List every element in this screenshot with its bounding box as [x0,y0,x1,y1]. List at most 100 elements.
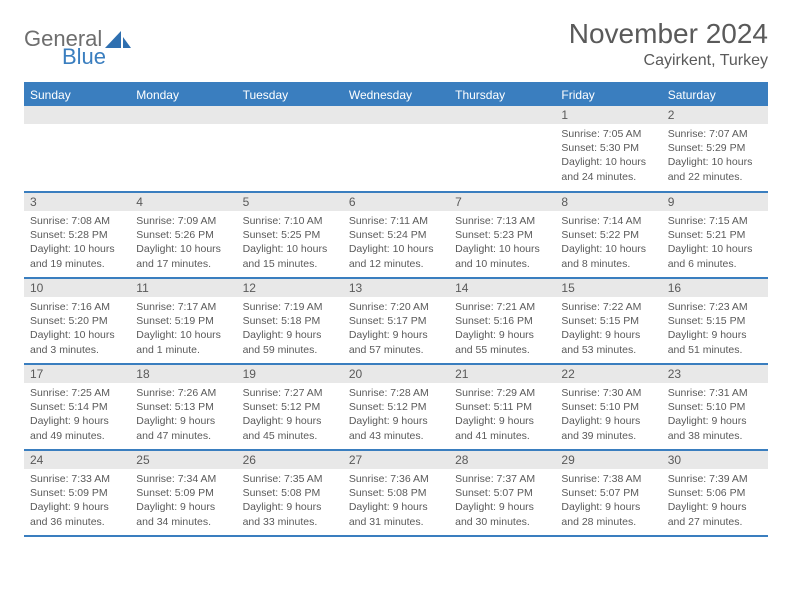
day-number: 17 [24,365,130,383]
sunset-text: Sunset: 5:08 PM [243,486,337,500]
day-details: Sunrise: 7:34 AMSunset: 5:09 PMDaylight:… [130,469,236,533]
day-details: Sunrise: 7:36 AMSunset: 5:08 PMDaylight:… [343,469,449,533]
day-details: Sunrise: 7:31 AMSunset: 5:10 PMDaylight:… [662,383,768,447]
calendar-cell: 18Sunrise: 7:26 AMSunset: 5:13 PMDayligh… [130,364,236,450]
calendar-cell: 4Sunrise: 7:09 AMSunset: 5:26 PMDaylight… [130,192,236,278]
sunrise-text: Sunrise: 7:08 AM [30,214,124,228]
day-number [130,106,236,124]
sunset-text: Sunset: 5:25 PM [243,228,337,242]
day-number: 5 [237,193,343,211]
day-number: 13 [343,279,449,297]
sunrise-text: Sunrise: 7:33 AM [30,472,124,486]
daylight-text: Daylight: 9 hours and 36 minutes. [30,500,124,528]
day-details: Sunrise: 7:16 AMSunset: 5:20 PMDaylight:… [24,297,130,361]
day-details: Sunrise: 7:20 AMSunset: 5:17 PMDaylight:… [343,297,449,361]
daylight-text: Daylight: 10 hours and 1 minute. [136,328,230,356]
day-number: 27 [343,451,449,469]
sunrise-text: Sunrise: 7:27 AM [243,386,337,400]
sunrise-text: Sunrise: 7:31 AM [668,386,762,400]
daylight-text: Daylight: 9 hours and 27 minutes. [668,500,762,528]
daylight-text: Daylight: 9 hours and 33 minutes. [243,500,337,528]
sunset-text: Sunset: 5:14 PM [30,400,124,414]
sunrise-text: Sunrise: 7:16 AM [30,300,124,314]
day-number: 24 [24,451,130,469]
day-details: Sunrise: 7:17 AMSunset: 5:19 PMDaylight:… [130,297,236,361]
weekday-header: Sunday [24,83,130,106]
day-details: Sunrise: 7:21 AMSunset: 5:16 PMDaylight:… [449,297,555,361]
day-number: 19 [237,365,343,383]
calendar-row: 17Sunrise: 7:25 AMSunset: 5:14 PMDayligh… [24,364,768,450]
daylight-text: Daylight: 10 hours and 17 minutes. [136,242,230,270]
sunset-text: Sunset: 5:06 PM [668,486,762,500]
day-details: Sunrise: 7:23 AMSunset: 5:15 PMDaylight:… [662,297,768,361]
day-number: 8 [555,193,661,211]
sunrise-text: Sunrise: 7:21 AM [455,300,549,314]
day-number: 4 [130,193,236,211]
day-number: 16 [662,279,768,297]
day-number: 14 [449,279,555,297]
sunrise-text: Sunrise: 7:14 AM [561,214,655,228]
calendar-cell: 20Sunrise: 7:28 AMSunset: 5:12 PMDayligh… [343,364,449,450]
calendar-cell: 22Sunrise: 7:30 AMSunset: 5:10 PMDayligh… [555,364,661,450]
weekday-header: Monday [130,83,236,106]
calendar-cell: 14Sunrise: 7:21 AMSunset: 5:16 PMDayligh… [449,278,555,364]
sunset-text: Sunset: 5:20 PM [30,314,124,328]
calendar-cell: 30Sunrise: 7:39 AMSunset: 5:06 PMDayligh… [662,450,768,536]
calendar-row: 24Sunrise: 7:33 AMSunset: 5:09 PMDayligh… [24,450,768,536]
sunset-text: Sunset: 5:28 PM [30,228,124,242]
daylight-text: Daylight: 10 hours and 8 minutes. [561,242,655,270]
weekday-header-row: Sunday Monday Tuesday Wednesday Thursday… [24,83,768,106]
sunset-text: Sunset: 5:19 PM [136,314,230,328]
sunset-text: Sunset: 5:22 PM [561,228,655,242]
sunrise-text: Sunrise: 7:35 AM [243,472,337,486]
day-number: 3 [24,193,130,211]
daylight-text: Daylight: 10 hours and 24 minutes. [561,155,655,183]
day-number [237,106,343,124]
daylight-text: Daylight: 10 hours and 22 minutes. [668,155,762,183]
weekday-header: Friday [555,83,661,106]
daylight-text: Daylight: 10 hours and 6 minutes. [668,242,762,270]
sunset-text: Sunset: 5:26 PM [136,228,230,242]
calendar-cell: 29Sunrise: 7:38 AMSunset: 5:07 PMDayligh… [555,450,661,536]
daylight-text: Daylight: 9 hours and 41 minutes. [455,414,549,442]
sunrise-text: Sunrise: 7:36 AM [349,472,443,486]
calendar-cell [130,106,236,192]
sunrise-text: Sunrise: 7:29 AM [455,386,549,400]
calendar-cell: 28Sunrise: 7:37 AMSunset: 5:07 PMDayligh… [449,450,555,536]
calendar-row: 3Sunrise: 7:08 AMSunset: 5:28 PMDaylight… [24,192,768,278]
day-details: Sunrise: 7:11 AMSunset: 5:24 PMDaylight:… [343,211,449,275]
sunrise-text: Sunrise: 7:28 AM [349,386,443,400]
sunset-text: Sunset: 5:08 PM [349,486,443,500]
day-details: Sunrise: 7:25 AMSunset: 5:14 PMDaylight:… [24,383,130,447]
weekday-header: Tuesday [237,83,343,106]
calendar-table: Sunday Monday Tuesday Wednesday Thursday… [24,82,768,537]
sunset-text: Sunset: 5:18 PM [243,314,337,328]
daylight-text: Daylight: 9 hours and 28 minutes. [561,500,655,528]
calendar-cell: 7Sunrise: 7:13 AMSunset: 5:23 PMDaylight… [449,192,555,278]
calendar-cell: 13Sunrise: 7:20 AMSunset: 5:17 PMDayligh… [343,278,449,364]
day-details: Sunrise: 7:13 AMSunset: 5:23 PMDaylight:… [449,211,555,275]
day-number: 12 [237,279,343,297]
day-details: Sunrise: 7:19 AMSunset: 5:18 PMDaylight:… [237,297,343,361]
sunset-text: Sunset: 5:21 PM [668,228,762,242]
sunset-text: Sunset: 5:30 PM [561,141,655,155]
calendar-row: 10Sunrise: 7:16 AMSunset: 5:20 PMDayligh… [24,278,768,364]
calendar-cell: 21Sunrise: 7:29 AMSunset: 5:11 PMDayligh… [449,364,555,450]
logo-text-blue: Blue [62,44,106,69]
sunset-text: Sunset: 5:10 PM [668,400,762,414]
weekday-header: Thursday [449,83,555,106]
calendar-row: 1Sunrise: 7:05 AMSunset: 5:30 PMDaylight… [24,106,768,192]
day-number: 22 [555,365,661,383]
sunset-text: Sunset: 5:29 PM [668,141,762,155]
calendar-cell [24,106,130,192]
day-number: 25 [130,451,236,469]
sunset-text: Sunset: 5:12 PM [243,400,337,414]
daylight-text: Daylight: 9 hours and 31 minutes. [349,500,443,528]
sunset-text: Sunset: 5:09 PM [30,486,124,500]
daylight-text: Daylight: 10 hours and 19 minutes. [30,242,124,270]
sunrise-text: Sunrise: 7:26 AM [136,386,230,400]
sunrise-text: Sunrise: 7:37 AM [455,472,549,486]
daylight-text: Daylight: 9 hours and 38 minutes. [668,414,762,442]
day-details: Sunrise: 7:08 AMSunset: 5:28 PMDaylight:… [24,211,130,275]
day-number: 28 [449,451,555,469]
